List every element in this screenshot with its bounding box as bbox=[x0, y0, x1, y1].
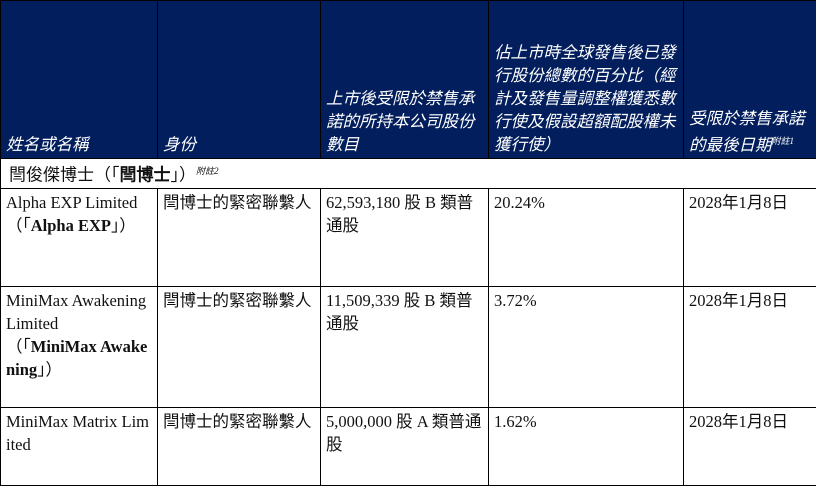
cell-date: 2028年1月8日 bbox=[684, 188, 816, 286]
cell-shares: 62,593,180 股 B 類普通股 bbox=[321, 188, 489, 286]
table-row: MiniMax Awakening Limited（「MiniMax Awake… bbox=[1, 286, 816, 407]
cell-role: 閆博士的緊密聯繫人 bbox=[158, 286, 321, 407]
header-role: 身份 bbox=[158, 1, 321, 159]
header-row: 姓名或名稱 身份 上市後受限於禁售承諾的所持本公司股份數目 佔上市時全球發售後已… bbox=[1, 1, 816, 159]
cell-shares: 5,000,000 股 A 類普通股 bbox=[321, 407, 489, 485]
cell-date: 2028年1月8日 bbox=[684, 407, 816, 485]
cell-percent: 1.62% bbox=[489, 407, 684, 485]
cell-percent: 20.24% bbox=[489, 188, 684, 286]
cell-role: 閆博士的緊密聯繫人 bbox=[158, 407, 321, 485]
cell-shares: 11,509,339 股 B 類普通股 bbox=[321, 286, 489, 407]
table-row: Alpha EXP Limited（「Alpha EXP」） 閆博士的緊密聯繫人… bbox=[1, 188, 816, 286]
header-shares: 上市後受限於禁售承諾的所持本公司股份數目 bbox=[321, 1, 489, 159]
cell-role: 閆博士的緊密聯繫人 bbox=[158, 188, 321, 286]
footnote-ref: 附註1 bbox=[772, 136, 795, 146]
header-date: 受限於禁售承諾的最後日期附註1 bbox=[684, 1, 816, 159]
cell-percent: 3.72% bbox=[489, 286, 684, 407]
header-name: 姓名或名稱 bbox=[1, 1, 158, 159]
cell-date: 2028年1月8日 bbox=[684, 286, 816, 407]
cell-name: Alpha EXP Limited（「Alpha EXP」） bbox=[1, 188, 158, 286]
header-percent: 佔上市時全球發售後已發行股份總數的百分比（經計及發售量調整權獲悉數行使及假設超額… bbox=[489, 1, 684, 159]
cell-name: MiniMax Matrix Limited bbox=[1, 407, 158, 485]
cell-name: MiniMax Awakening Limited（「MiniMax Awake… bbox=[1, 286, 158, 407]
section-title: 閆俊傑博士（「閆博士」）附註2 bbox=[1, 159, 816, 189]
table-row: MiniMax Matrix Limited 閆博士的緊密聯繫人 5,000,0… bbox=[1, 407, 816, 485]
section-row: 閆俊傑博士（「閆博士」）附註2 bbox=[1, 159, 816, 189]
footnote-ref: 附註2 bbox=[196, 166, 219, 176]
